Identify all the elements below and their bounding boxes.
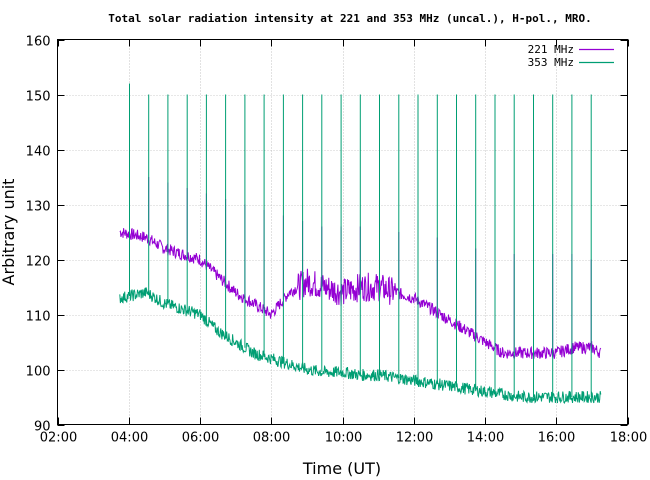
x-tick-label: 10:00 <box>325 431 362 446</box>
series-line-1 <box>119 83 602 404</box>
x-tick-label: 04:00 <box>111 431 148 446</box>
y-tick-label: 160 <box>26 35 51 50</box>
y-tick-label: 110 <box>26 310 51 325</box>
y-tick-label: 100 <box>26 365 51 380</box>
legend-label-353: 353 MHz <box>528 56 574 69</box>
legend-label-221: 221 MHz <box>528 43 574 56</box>
y-axis: 90 100 110 120 130 140 150 160 <box>26 35 628 435</box>
y-tick-label: 120 <box>26 255 51 270</box>
chart-title: Total solar radiation intensity at 221 a… <box>108 12 591 25</box>
y-tick-label: 150 <box>26 90 51 105</box>
y-axis-label: Arbitrary unit <box>0 179 18 286</box>
legend: 221 MHz 353 MHz <box>528 43 614 69</box>
x-axis: 02:00 04:00 06:00 08:00 10:00 12:00 14:00 16:00… <box>40 39 647 446</box>
y-tick-label: 140 <box>26 145 51 160</box>
x-tick-label: 02:00 <box>40 431 77 446</box>
y-tick-label: 130 <box>26 200 51 215</box>
x-tick-label: 06:00 <box>182 431 219 446</box>
x-tick-label: 18:00 <box>610 431 647 446</box>
x-tick-label: 12:00 <box>396 431 433 446</box>
plot-frame <box>57 39 628 425</box>
x-tick-label: 08:00 <box>253 431 290 446</box>
x-tick-label: 14:00 <box>467 431 504 446</box>
x-axis-label: Time (UT) <box>302 459 381 478</box>
y-tick-label: 90 <box>34 420 51 435</box>
series-group <box>119 83 602 404</box>
x-tick-label: 16:00 <box>538 431 575 446</box>
